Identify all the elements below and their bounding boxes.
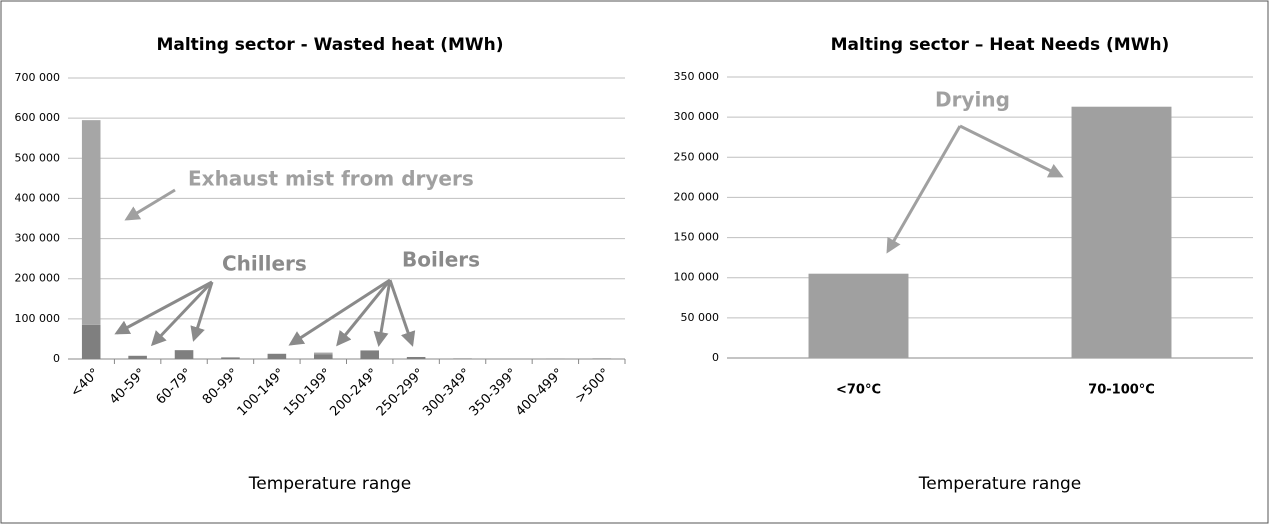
x-tick-label: 300-349° [420,366,474,420]
y-tick-label: 600 000 [15,111,61,124]
bar [1072,107,1172,358]
arrow [960,126,1061,176]
arrow [127,190,175,219]
y-tick-label: 400 000 [15,191,61,204]
x-tick-label: 250-299° [374,366,428,420]
bar-segment [82,325,101,359]
chart-left: Malting sector - Wasted heat (MWh) Temper… [15,35,626,494]
y-tick-label: 0 [53,352,60,365]
arrow [291,280,390,344]
y-tick-label: 200 000 [15,272,61,285]
x-tick-label: 80-99° [200,366,242,408]
x-axis-title: Temperature range [248,474,412,494]
x-tick-label: >500° [573,366,613,406]
x-tick-label: <40° [68,366,103,401]
x-tick-label: 40-59° [107,366,149,408]
bar-segment [221,357,240,359]
x-tick-label: 400-499° [513,366,567,420]
bar-segment [268,354,287,359]
annotation: Boilers [402,248,480,272]
x-tick-label: 60-79° [153,366,195,408]
y-tick-label: 0 [712,351,719,364]
annotation: Exhaust mist from dryers [188,167,474,191]
bar-segment [314,353,333,355]
arrow [338,280,390,344]
bar-segment [314,354,333,359]
bar-segment [360,351,379,359]
x-tick-label: <70°C [836,383,881,398]
x-tick-label: 200-249° [327,366,381,420]
y-tick-label: 100 000 [15,312,61,325]
bar-segment [360,350,379,351]
y-tick-label: 100 000 [674,271,720,284]
y-tick-label: 350 000 [674,70,720,83]
y-tick-label: 300 000 [15,232,61,245]
x-tick-label: 350-399° [467,366,521,420]
arrow [390,280,412,344]
bar-segment [128,356,147,359]
y-tick-label: 300 000 [674,110,720,123]
chart-title: Malting sector – Heat Needs (MWh) [831,35,1170,55]
annotation: Drying [935,88,1010,112]
y-tick-label: 700 000 [15,71,61,84]
x-tick-label: 70-100°C [1088,383,1155,398]
x-tick-label: 100-149° [235,366,289,420]
arrow [888,126,960,251]
chart-title: Malting sector - Wasted heat (MWh) [156,35,503,55]
y-tick-label: 200 000 [674,190,720,203]
y-tick-label: 500 000 [15,151,61,164]
bar-segment [82,120,101,325]
bar [809,274,909,358]
y-tick-label: 150 000 [674,231,720,244]
x-tick-label: 150-199° [281,366,335,420]
y-tick-label: 250 000 [674,150,720,163]
bar-segment [175,350,194,359]
annotation: Chillers [222,252,307,276]
bar-segment [453,358,472,359]
x-axis-title: Temperature range [918,474,1082,494]
bar-segment [407,357,426,359]
bar-segment [593,358,612,359]
y-tick-label: 50 000 [681,311,720,324]
